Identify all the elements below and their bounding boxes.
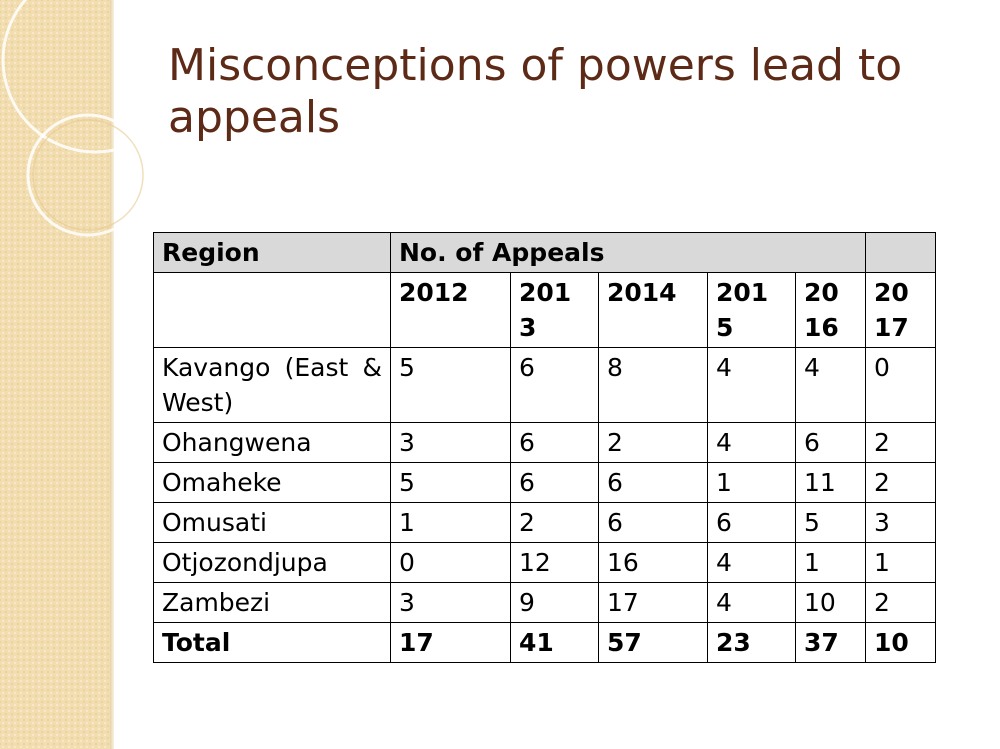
value-cell: 4 xyxy=(795,347,866,423)
decorative-circles xyxy=(1,0,189,237)
value-cell: 12 xyxy=(510,542,599,583)
appeals-table: Region No. of Appeals 2012 201 3 2014 20… xyxy=(153,232,936,663)
total-cell: 57 xyxy=(598,622,708,663)
value-cell: 8 xyxy=(598,347,708,423)
year-2014: 2014 xyxy=(598,272,708,348)
total-cell: 37 xyxy=(795,622,866,663)
value-cell: 6 xyxy=(795,422,866,463)
value-cell: 3 xyxy=(390,582,511,623)
year-2012: 2012 xyxy=(390,272,511,348)
region-cell: Omaheke xyxy=(153,462,391,503)
value-cell: 5 xyxy=(390,347,511,423)
value-cell: 4 xyxy=(707,347,796,423)
value-cell: 0 xyxy=(390,542,511,583)
slide-title: Misconceptions of powers lead to appeals xyxy=(168,40,903,143)
total-cell: 10 xyxy=(865,622,936,663)
region-cell: Otjozondjupa xyxy=(153,542,391,583)
total-cell: 17 xyxy=(390,622,511,663)
value-cell: 5 xyxy=(795,502,866,543)
table-row: Omaheke 5 6 6 1 11 2 xyxy=(153,462,936,503)
region-cell: Zambezi xyxy=(153,582,391,623)
table-row: Omusati 1 2 6 6 5 3 xyxy=(153,502,936,543)
total-label: Total xyxy=(153,622,391,663)
empty-header-cell xyxy=(865,232,936,273)
value-cell: 2 xyxy=(510,502,599,543)
region-cell: Omusati xyxy=(153,502,391,543)
value-cell: 2 xyxy=(865,582,936,623)
table-row: Ohangwena 3 6 2 4 6 2 xyxy=(153,422,936,463)
value-cell: 1 xyxy=(865,542,936,583)
value-cell: 10 xyxy=(795,582,866,623)
table-row: Otjozondjupa 0 12 16 4 1 1 xyxy=(153,542,936,583)
year-2013: 201 3 xyxy=(510,272,599,348)
region-header: Region xyxy=(153,232,391,273)
value-cell: 6 xyxy=(707,502,796,543)
region-cell: Ohangwena xyxy=(153,422,391,463)
value-cell: 6 xyxy=(510,422,599,463)
value-cell: 16 xyxy=(598,542,708,583)
year-2017: 20 17 xyxy=(865,272,936,348)
value-cell: 6 xyxy=(598,502,708,543)
value-cell: 1 xyxy=(707,462,796,503)
region-cell: Kavango (East & West) xyxy=(153,347,391,423)
decorative-circle-small xyxy=(26,113,150,237)
decorative-circle-inner xyxy=(32,119,144,231)
value-cell: 1 xyxy=(390,502,511,543)
sidebar-edge xyxy=(110,0,114,749)
value-cell: 5 xyxy=(390,462,511,503)
appeals-header: No. of Appeals xyxy=(390,232,866,273)
value-cell: 6 xyxy=(510,462,599,503)
decorative-circle-large xyxy=(1,0,189,154)
value-cell: 3 xyxy=(865,502,936,543)
value-cell: 2 xyxy=(598,422,708,463)
empty-region-cell xyxy=(153,272,391,348)
value-cell: 4 xyxy=(707,422,796,463)
year-row: 2012 201 3 2014 201 5 20 16 20 17 xyxy=(153,272,936,348)
value-cell: 1 xyxy=(795,542,866,583)
value-cell: 6 xyxy=(598,462,708,503)
year-2015: 201 5 xyxy=(707,272,796,348)
value-cell: 6 xyxy=(510,347,599,423)
total-cell: 41 xyxy=(510,622,599,663)
value-cell: 2 xyxy=(865,462,936,503)
table-row: Zambezi 3 9 17 4 10 2 xyxy=(153,582,936,623)
total-cell: 23 xyxy=(707,622,796,663)
value-cell: 4 xyxy=(707,582,796,623)
value-cell: 4 xyxy=(707,542,796,583)
table-header-row: Region No. of Appeals xyxy=(153,232,936,273)
value-cell: 11 xyxy=(795,462,866,503)
value-cell: 2 xyxy=(865,422,936,463)
value-cell: 9 xyxy=(510,582,599,623)
value-cell: 0 xyxy=(865,347,936,423)
value-cell: 3 xyxy=(390,422,511,463)
table-row: Kavango (East & West) 5 6 8 4 4 0 xyxy=(153,347,936,423)
value-cell: 17 xyxy=(598,582,708,623)
year-2016: 20 16 xyxy=(795,272,866,348)
total-row: Total 17 41 57 23 37 10 xyxy=(153,622,936,663)
